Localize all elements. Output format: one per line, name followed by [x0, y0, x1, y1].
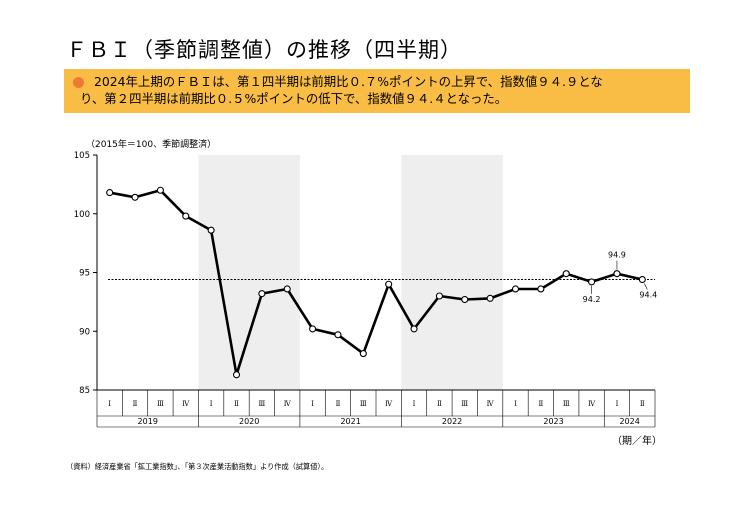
x-quarter-label: Ⅱ: [133, 400, 138, 408]
x-quarter-label: Ⅱ: [234, 400, 239, 408]
x-quarter-label: Ⅰ: [108, 400, 111, 408]
shaded-region-2020: [198, 155, 300, 390]
data-point: [182, 212, 190, 220]
x-quarter-label: Ⅳ: [182, 400, 190, 408]
data-point: [232, 371, 241, 379]
data-point: [410, 325, 418, 333]
data-point: [486, 294, 494, 302]
x-axis-period-label: （期／年）: [612, 436, 662, 447]
data-point: [385, 280, 393, 288]
x-quarter-label: Ⅳ: [588, 400, 596, 408]
x-quarter-label: Ⅰ: [210, 400, 213, 408]
x-year-label: 2022: [442, 417, 462, 426]
y-tick-label: 85: [79, 386, 90, 396]
x-quarter-label: Ⅳ: [284, 400, 292, 408]
summary-box: 2024年上期のＦＢＩは、第１四半期は前期比０.７%ポイントの上昇で、指数値９４…: [64, 69, 690, 113]
y-tick-label: 100: [74, 210, 90, 220]
summary-line-2: り、第２四半期は前期比０.５%ポイントの低下で、指数値９４.４となった。: [80, 91, 508, 106]
series-line: [109, 189, 643, 377]
data-point: [131, 193, 139, 201]
data-label: 94.9: [608, 251, 626, 260]
x-year-label: 2021: [340, 417, 360, 426]
y-tick-label: 90: [79, 327, 90, 337]
data-point: [309, 325, 317, 333]
x-quarter-label: Ⅲ: [360, 400, 367, 408]
x-year-label: 2020: [239, 417, 259, 426]
y-tick-label: 105: [74, 151, 90, 161]
x-quarter-label: Ⅳ: [385, 400, 393, 408]
page-title: ＦＢＩ（季節調整値）の推移（四半期）: [66, 38, 462, 62]
data-point: [588, 278, 596, 286]
y-tick-label: 95: [79, 269, 90, 279]
data-point: [207, 226, 215, 234]
x-year-label: 2023: [543, 417, 563, 426]
x-quarter-label: Ⅲ: [461, 400, 468, 408]
data-point: [156, 186, 164, 194]
data-point: [562, 270, 570, 278]
x-quarter-label: Ⅲ: [258, 400, 265, 408]
x-quarter-label: Ⅰ: [514, 400, 517, 408]
data-point: [258, 290, 266, 298]
data-point: [537, 285, 545, 293]
data-point: [106, 189, 114, 197]
data-point: [359, 350, 367, 358]
source-note: （資料）経済産業省「鉱工業指数」、「第３次産業活動指数」より作成（試算値）。: [66, 462, 329, 471]
x-quarter-label: Ⅲ: [157, 400, 164, 408]
data-point: [613, 270, 621, 278]
x-quarter-label: Ⅱ: [640, 400, 645, 408]
x-quarter-label: Ⅱ: [437, 400, 442, 408]
data-label: 94.2: [583, 295, 601, 304]
x-quarter-label: Ⅰ: [616, 400, 619, 408]
x-quarter-label: Ⅱ: [538, 400, 543, 408]
data-point: [638, 275, 646, 284]
x-quarter-label: Ⅲ: [563, 400, 570, 408]
bullet-icon: [73, 77, 84, 88]
annotation-leader: [644, 283, 648, 290]
chart-unit-note: （2015年＝100、季節調整済）: [86, 140, 217, 150]
shaded-region-2022: [401, 155, 503, 390]
data-point: [511, 285, 520, 293]
data-point: [283, 285, 291, 293]
data-label: 94.4: [639, 291, 657, 300]
x-quarter-label: Ⅰ: [413, 400, 416, 408]
x-year-label: 2024: [619, 417, 639, 426]
x-quarter-label: Ⅳ: [487, 400, 495, 408]
data-point: [435, 292, 443, 300]
x-quarter-label: Ⅰ: [311, 400, 314, 408]
x-quarter-label: Ⅱ: [336, 400, 341, 408]
summary-line-1: 2024年上期のＦＢＩは、第１四半期は前期比０.７%ポイントの上昇で、指数値９４…: [94, 74, 603, 89]
data-point: [461, 295, 469, 304]
data-point: [334, 331, 342, 339]
x-year-label: 2019: [138, 417, 158, 426]
